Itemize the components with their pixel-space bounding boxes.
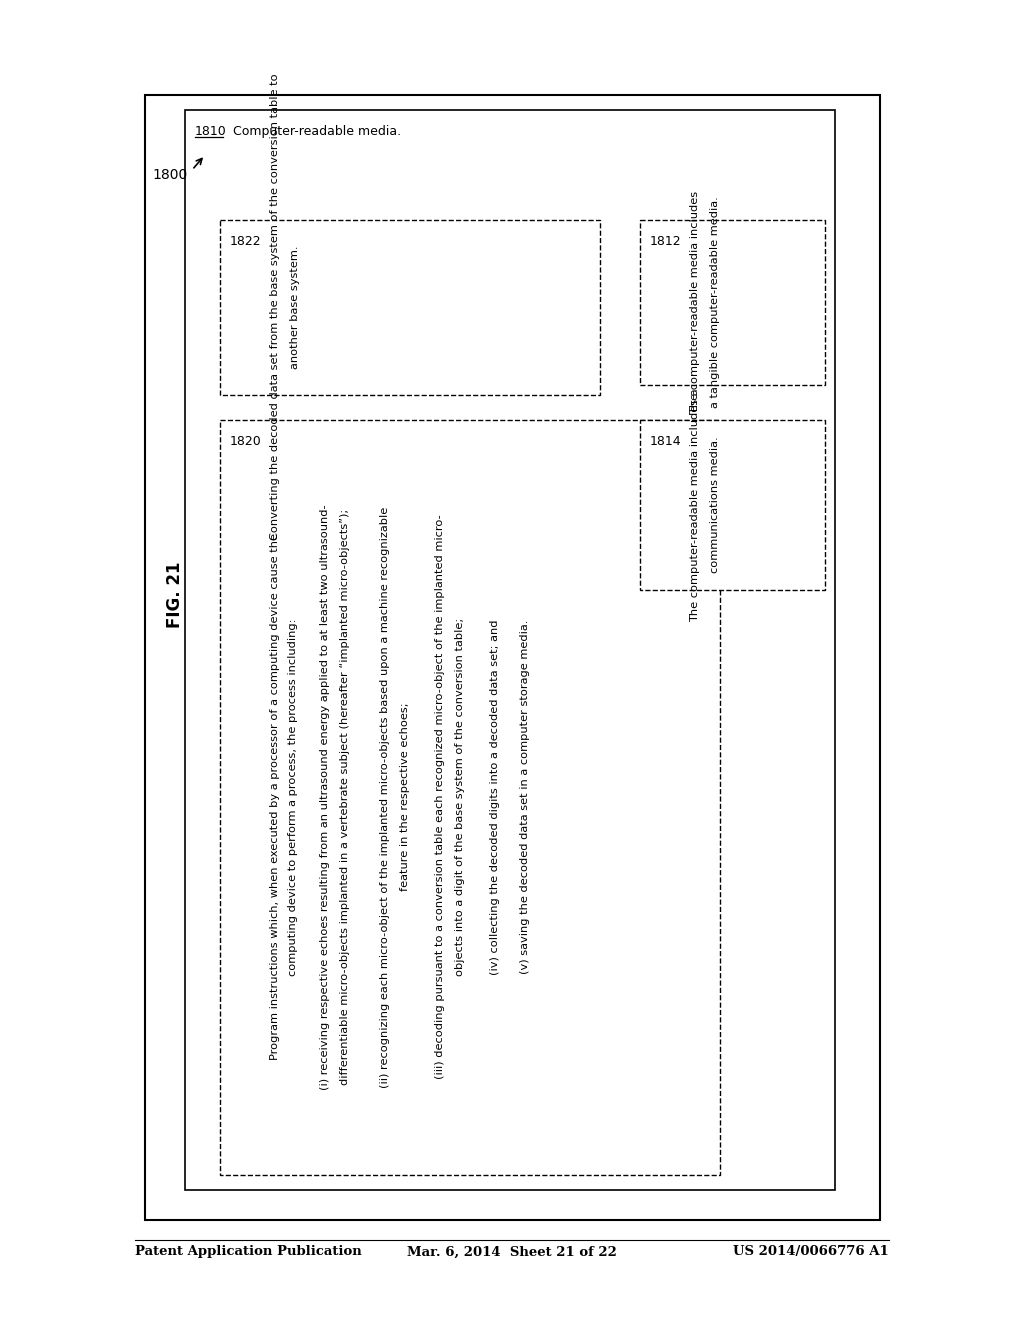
Text: communications media.: communications media. (710, 437, 720, 573)
Text: 1822: 1822 (230, 235, 261, 248)
Text: Mar. 6, 2014  Sheet 21 of 22: Mar. 6, 2014 Sheet 21 of 22 (408, 1246, 616, 1258)
Text: 1810: 1810 (195, 125, 226, 139)
Text: another base system.: another base system. (290, 246, 300, 368)
Bar (145, 95, 880, 1220)
Text: 1820: 1820 (230, 436, 262, 447)
Text: Program instructions which, when executed by a processor of a computing device c: Program instructions which, when execute… (270, 533, 280, 1060)
Text: Computer-readable media.: Computer-readable media. (233, 125, 401, 139)
Text: differentiable micro-objects implanted in a vertebrate subject (hereafter “impla: differentiable micro-objects implanted i… (340, 510, 350, 1085)
Text: (iv) collecting the decoded digits into a decoded data set; and: (iv) collecting the decoded digits into … (490, 619, 500, 974)
Text: (iii) decoding pursuant to a conversion table each recognized micro-object of th: (iii) decoding pursuant to a conversion … (435, 515, 445, 1080)
Text: objects into a digit of the base system of the conversion table;: objects into a digit of the base system … (455, 618, 465, 975)
Bar (220, 220, 600, 395)
Text: FIG. 21: FIG. 21 (166, 562, 184, 628)
Text: The computer-readable media includes a: The computer-readable media includes a (690, 388, 700, 622)
Text: (ii) recognizing each micro-object of the implanted micro-objects based upon a m: (ii) recognizing each micro-object of th… (380, 507, 390, 1088)
Text: The computer-readable media includes: The computer-readable media includes (690, 190, 700, 413)
Text: 1800: 1800 (153, 168, 187, 182)
Bar (640, 420, 825, 590)
Bar (640, 220, 825, 385)
Text: (i) receiving respective echoes resulting from an ultrasound energy applied to a: (i) receiving respective echoes resultin… (319, 504, 330, 1090)
Text: (v) saving the decoded data set in a computer storage media.: (v) saving the decoded data set in a com… (520, 620, 530, 974)
Bar (220, 420, 720, 1175)
Bar (185, 110, 835, 1191)
Text: computing device to perform a process, the process including:: computing device to perform a process, t… (288, 618, 298, 975)
Text: 1812: 1812 (650, 235, 682, 248)
Text: 1814: 1814 (650, 436, 682, 447)
Text: a tangible computer-readable media.: a tangible computer-readable media. (710, 197, 720, 408)
Text: US 2014/0066776 A1: US 2014/0066776 A1 (733, 1246, 889, 1258)
Text: feature in the respective echoes;: feature in the respective echoes; (400, 702, 410, 891)
Text: Patent Application Publication: Patent Application Publication (135, 1246, 361, 1258)
Text: Converting the decoded data set from the base system of the conversion table to: Converting the decoded data set from the… (270, 74, 280, 540)
